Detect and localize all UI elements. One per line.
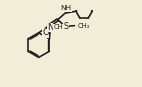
Text: O: O [42, 28, 49, 37]
Text: S: S [63, 22, 68, 31]
Text: NH: NH [60, 5, 72, 11]
Text: N: N [47, 23, 54, 32]
Text: CH₃: CH₃ [53, 24, 65, 30]
Text: CH₃: CH₃ [77, 23, 89, 29]
